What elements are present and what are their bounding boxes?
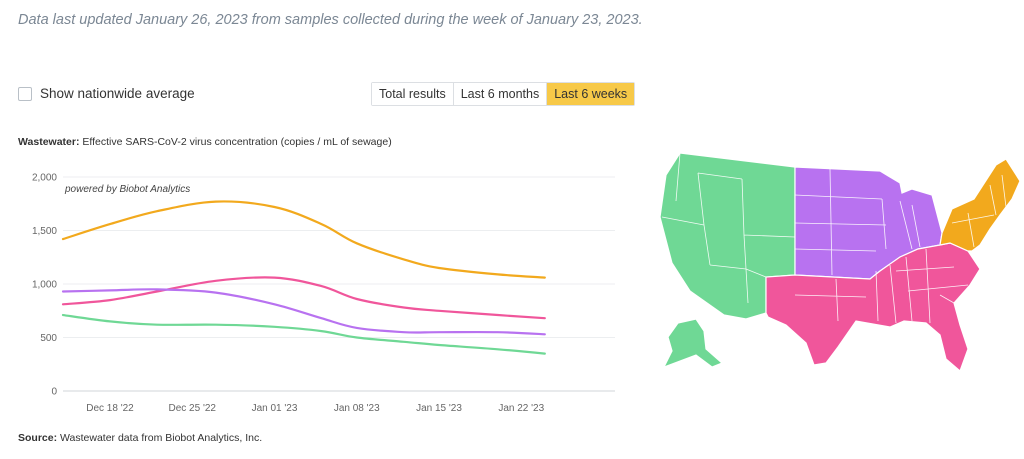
nationwide-average-checkbox[interactable] <box>18 86 32 101</box>
series-line-northeast <box>61 200 546 279</box>
x-tick-label: Jan 15 '23 <box>416 403 462 414</box>
source-text: Wastewater data from Biobot Analytics, I… <box>57 432 263 444</box>
us-regions-map <box>659 152 1021 373</box>
source-bold: Source: <box>18 432 58 444</box>
nationwide-average-label: Show nationwide average <box>40 86 195 101</box>
y-tick-label: 500 <box>40 333 57 344</box>
series-line-midwest <box>61 288 546 336</box>
chart-title-text: Effective SARS-CoV-2 virus concentration… <box>79 136 392 148</box>
x-tick-label: Dec 25 '22 <box>169 403 217 414</box>
map-region-alaska[interactable] <box>662 318 724 369</box>
range-total-results-button[interactable]: Total results <box>372 83 453 105</box>
map-region-northeast[interactable] <box>939 158 1021 252</box>
y-tick-label: 2,000 <box>32 173 57 184</box>
y-tick-label: 0 <box>51 387 57 398</box>
x-tick-label: Jan 01 '23 <box>252 403 298 414</box>
map-region-south[interactable] <box>765 242 981 373</box>
x-tick-label: Dec 18 '22 <box>86 403 134 414</box>
range-last-6-weeks-button[interactable]: Last 6 weeks <box>546 83 635 105</box>
last-updated-text: Data last updated January 26, 2023 from … <box>18 12 643 28</box>
chart-title: Wastewater: Effective SARS-CoV-2 virus c… <box>18 136 392 148</box>
nationwide-average-toggle[interactable]: Show nationwide average <box>18 86 195 101</box>
x-tick-label: Jan 08 '23 <box>334 403 380 414</box>
source-note: Source: Wastewater data from Biobot Anal… <box>18 432 262 444</box>
y-tick-label: 1,000 <box>32 280 57 291</box>
time-range-selector: Total results Last 6 months Last 6 weeks <box>371 82 636 106</box>
series-line-west <box>61 313 546 355</box>
y-tick-label: 1,500 <box>32 226 57 237</box>
wastewater-line-chart: 0 500 1,000 1,500 2,000 Dec 18 '22 Dec 25 '22 J… <box>32 173 615 414</box>
series-line-south <box>61 276 546 320</box>
map-state-borders <box>661 152 1007 324</box>
x-tick-label: Jan 22 '23 <box>498 403 544 414</box>
range-last-6-months-button[interactable]: Last 6 months <box>452 83 547 105</box>
chart-credit: powered by Biobot Analytics <box>64 184 190 195</box>
chart-title-bold: Wastewater: <box>18 136 80 148</box>
